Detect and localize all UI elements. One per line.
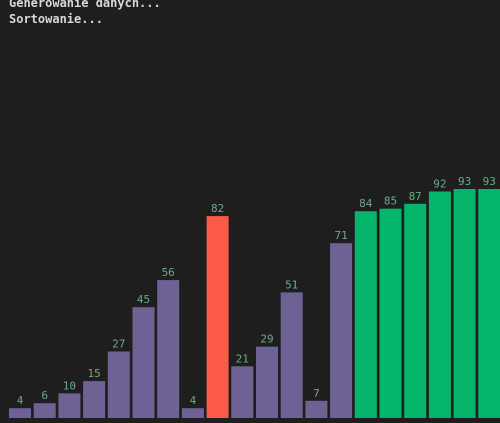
bar-value-label: 87 [409, 190, 422, 203]
bar-value-label: 4 [17, 394, 24, 407]
bar-sorted [354, 211, 377, 418]
bar-sorted [404, 203, 427, 418]
bar-sorted [478, 189, 500, 418]
bar-unsorted [58, 393, 81, 418]
bar-value-label: 84 [359, 197, 373, 210]
bar-sorted [453, 189, 476, 418]
bar-value-label: 85 [384, 195, 397, 208]
bar-unsorted [305, 400, 328, 418]
bar-value-label: 71 [334, 229, 347, 242]
bar-unsorted [157, 280, 180, 418]
bar-sorted [379, 208, 402, 418]
bar-value-label: 82 [211, 202, 224, 215]
console-line-sorting: Sortowanie... [9, 12, 103, 26]
bar-active [206, 216, 229, 418]
bar-value-label: 93 [458, 175, 471, 188]
bar-value-label: 4 [190, 394, 197, 407]
bar-unsorted [256, 346, 278, 418]
bar-unsorted [33, 403, 56, 418]
bar-unsorted [231, 366, 254, 418]
bar-unsorted [280, 292, 303, 418]
bar-unsorted [83, 381, 106, 418]
bar-unsorted [107, 351, 130, 418]
bar-value-label: 15 [87, 367, 100, 380]
bar-value-label: 93 [483, 175, 496, 188]
bar-value-label: 27 [112, 338, 125, 351]
bar-value-label: 45 [137, 293, 150, 306]
bar-value-label: 21 [236, 352, 249, 365]
console-line-generating: Generowanie danych... [9, 0, 161, 10]
bar-value-label: 92 [433, 178, 446, 191]
bar-value-label: 10 [63, 379, 76, 392]
bar-unsorted [132, 307, 155, 418]
bar-value-label: 7 [313, 387, 320, 400]
bar-unsorted [181, 408, 204, 418]
bar-value-label: 29 [260, 333, 273, 346]
bar-unsorted [330, 243, 353, 418]
bar-value-label: 51 [285, 278, 298, 291]
bar-sorted [428, 191, 451, 418]
bar-unsorted [9, 408, 31, 418]
bar-value-label: 56 [162, 266, 175, 279]
bar-value-label: 6 [41, 389, 48, 402]
